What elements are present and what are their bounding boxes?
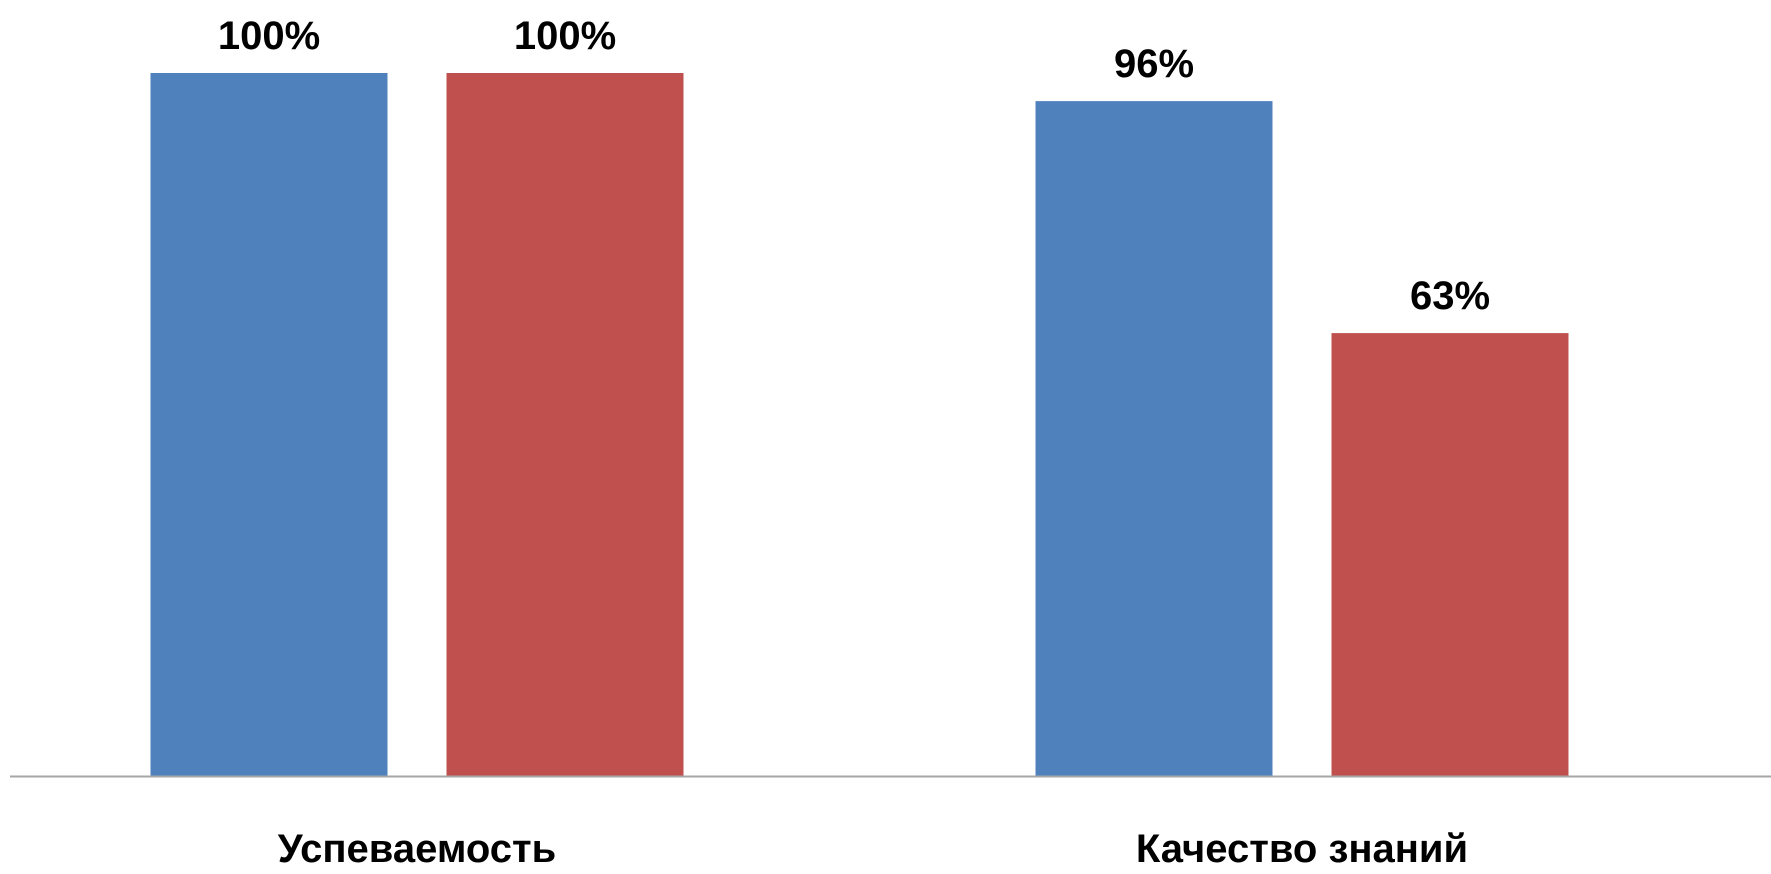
data-labels-layer: 100% 100% 96% 63% [218, 14, 1490, 318]
bars-layer [150, 73, 1569, 777]
category-label-2: Качество знаний [1136, 827, 1468, 869]
data-label-series-2-1: 100% [514, 14, 616, 58]
bar-series-2-2 [1331, 333, 1569, 776]
bar-series-2-1 [446, 73, 684, 776]
data-label-series-2-2: 63% [1410, 274, 1490, 318]
data-label-series-1-1: 100% [218, 14, 320, 58]
bar-series-1-2 [1035, 101, 1273, 777]
category-label-1: Успеваемость [278, 827, 556, 869]
category-labels-layer: Успеваемость Качество знаний [278, 827, 1468, 871]
bar-series-1-1 [150, 73, 388, 776]
data-label-series-1-2: 96% [1114, 42, 1194, 86]
